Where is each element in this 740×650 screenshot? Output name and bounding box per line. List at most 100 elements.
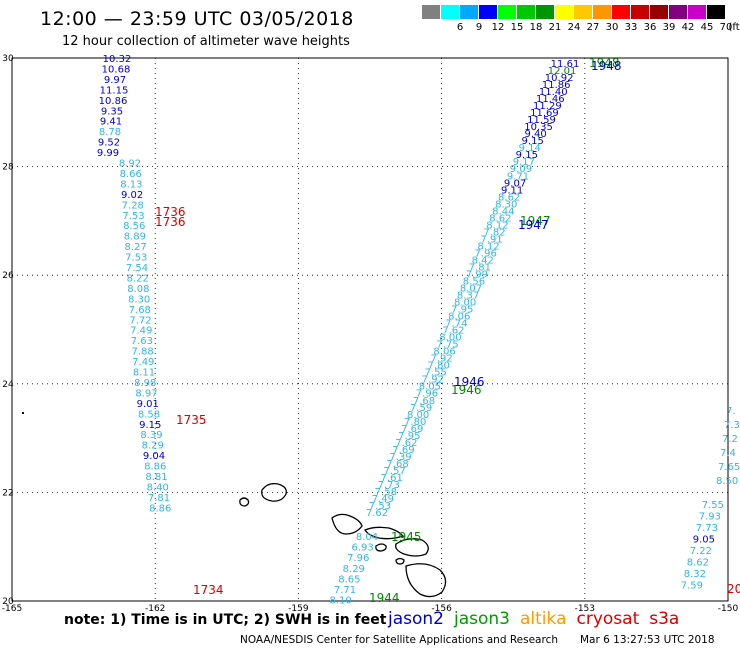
lat-tick-label: 22 [2, 488, 13, 498]
colorbar-swatch [441, 5, 460, 19]
wave-height-value: 7.81 [148, 493, 170, 504]
wave-height-value: 8.13 [120, 179, 142, 190]
wave-height-value: 7.57 [383, 466, 405, 477]
wave-height-value: 9.07 [504, 178, 526, 189]
wave-height-value: 7.91 [480, 234, 502, 245]
wave-height-value: 9.99 [97, 148, 119, 159]
lon-tick-label: -150 [718, 604, 739, 614]
wave-height-value: 7.54 [126, 263, 148, 274]
wave-height-value: 7.72 [129, 315, 151, 326]
colorbar-label: 12 [491, 22, 505, 33]
wave-height-value: 7.55 [702, 500, 724, 511]
wave-height-value: 7.49 [372, 494, 394, 505]
time-label: 1735 [176, 413, 207, 427]
time-label: 1945 [391, 530, 422, 544]
colorbar-swatch [707, 5, 726, 19]
wave-height-value: 11.69 [530, 108, 559, 119]
time-label: 1948 [589, 56, 620, 70]
wave-height-value: 10.32 [103, 54, 132, 65]
colorbar-swatch [555, 5, 574, 19]
time-label: 20 [727, 582, 740, 596]
wave-height-value: 7.96 [475, 248, 497, 259]
wave-height-value: 7.2 [722, 434, 738, 445]
wave-height-value: 11.46 [536, 94, 565, 105]
colorbar-label: 6 [456, 22, 464, 33]
wave-height-value: 8.30 [495, 199, 517, 210]
colorbar-label: 30 [605, 22, 619, 33]
satellite-legend-item: jason2 [388, 609, 444, 629]
lat-tick-label: 28 [2, 163, 14, 173]
wave-height-value: 8.62 [687, 558, 709, 569]
wave-height-value: 7.96 [347, 553, 369, 564]
wave-height-value: 7.59 [410, 403, 432, 414]
satellite-legend: jason2 jason3 altika cryosat s3a [388, 609, 689, 629]
wave-height-value: 7.58 [375, 487, 397, 498]
wave-height-value: 7.92 [422, 375, 444, 386]
wave-height-value: 8.44 [492, 206, 514, 217]
island-outline [395, 557, 405, 565]
wave-height-value: 11.40 [539, 87, 568, 98]
time-label: 1947 [520, 214, 551, 228]
island-outline [331, 513, 363, 535]
colorbar-swatch [422, 5, 441, 19]
wave-height-value: 9.17 [513, 157, 535, 168]
time-label: 1948 [591, 59, 622, 73]
wave-height-value: 7.92 [430, 354, 452, 365]
wave-height-value: 8.32 [684, 569, 706, 580]
island-outline [395, 538, 429, 557]
wave-height-value: 10.86 [99, 96, 128, 107]
colorbar-swatch [593, 5, 612, 19]
satellite-legend-item: s3a [649, 609, 680, 629]
wave-height-value: 7.53 [122, 211, 144, 222]
colorbar-label: 27 [586, 22, 600, 33]
lat-tick-label: 26 [2, 271, 14, 281]
wave-height-value: 7.61 [381, 473, 403, 484]
wave-height-value: 10.68 [102, 64, 131, 75]
wave-height-value: 7.75 [436, 340, 458, 351]
satellite-legend-item: altika [520, 609, 567, 629]
time-label: 1946 [454, 375, 485, 389]
colorbar-label: 39 [662, 22, 676, 33]
wave-height-value: 7.62 [366, 508, 388, 519]
wave-height-value: 7. [726, 406, 736, 417]
colorbar-label: 15 [510, 22, 524, 33]
satellite-legend-item: jason3 [454, 609, 510, 629]
lon-tick-label: -156 [431, 604, 452, 614]
wave-height-value: 7.62 [442, 326, 464, 337]
colorbar-swatch [669, 5, 688, 19]
wave-height-value: 7.39 [389, 452, 411, 463]
colorbar-swatch [631, 5, 650, 19]
wave-height-value: 8.98 [134, 378, 156, 389]
wave-height-value: 6.93 [351, 543, 373, 554]
wave-height-value: 9.97 [104, 75, 126, 86]
wave-height-value: 7.95 [451, 305, 473, 316]
wave-height-value: 7.3 [724, 420, 740, 431]
wave-height-value: 9.35 [101, 106, 123, 117]
map-frame [11, 57, 729, 602]
wave-height-value: 7.68 [129, 305, 151, 316]
wave-height-value: 8.06 [433, 347, 455, 358]
wave-height-value: 7.95 [398, 431, 420, 442]
wave-height-value: 7.49 [130, 326, 152, 337]
colorbar-swatch [460, 5, 479, 19]
colorbar-label: 33 [624, 22, 638, 33]
wave-height-value: 8.56 [123, 221, 145, 232]
colorbar-swatch [612, 5, 631, 19]
wave-height-value: 11.61 [551, 59, 580, 70]
wave-height-value: 7.4 [720, 448, 736, 459]
time-label: 1736 [155, 205, 186, 219]
wave-height-value: 7.55 [425, 368, 447, 379]
wave-height-value: 7.80 [404, 417, 426, 428]
wave-height-value: 8.86 [149, 503, 171, 514]
wave-height-value: 7.49 [132, 357, 154, 368]
wave-height-value: 7.96 [416, 389, 438, 400]
wave-height-value: 9.15 [516, 150, 538, 161]
wave-height-value: 11.59 [527, 115, 556, 126]
wave-height-value: 7.80 [428, 361, 450, 372]
wave-height-value: 7.73 [696, 523, 718, 534]
wave-height-value: 8.37 [457, 291, 479, 302]
colorbar-label: 36 [643, 22, 657, 33]
wave-height-value: 8.29 [343, 564, 365, 575]
wave-height-value: 7.65 [718, 462, 740, 473]
wave-height-value: 7.99 [466, 269, 488, 280]
